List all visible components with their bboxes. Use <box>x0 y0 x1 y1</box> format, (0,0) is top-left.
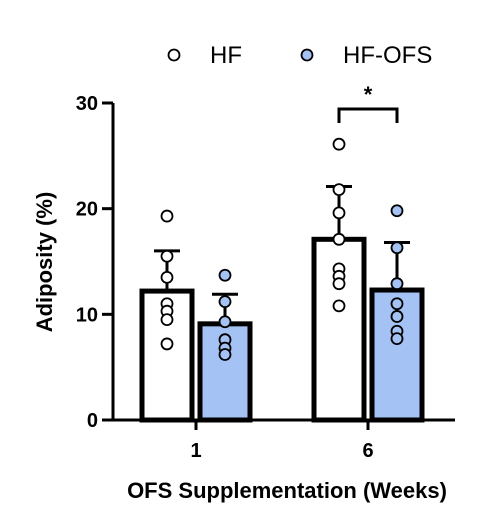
data-point <box>218 295 232 309</box>
x-axis-title: OFS Supplementation (Weeks) <box>127 478 447 503</box>
y-tick-label: 10 <box>76 304 98 326</box>
significance-annotations: * <box>337 82 399 123</box>
legend-marker-hf-ofs <box>300 48 314 62</box>
data-point <box>218 315 232 329</box>
data-point <box>160 249 174 263</box>
data-point <box>332 183 346 197</box>
data-point <box>332 232 346 246</box>
significance-bracket <box>337 107 399 123</box>
x-tick-label: 1 <box>190 440 201 462</box>
y-tick-label: 30 <box>76 93 98 115</box>
legend-label-hf-ofs: HF-OFS <box>343 42 432 69</box>
data-point <box>218 348 232 361</box>
data-point <box>390 310 404 323</box>
bars <box>139 236 425 423</box>
data-point <box>390 297 404 311</box>
data-point <box>160 313 174 327</box>
data-point <box>332 299 346 313</box>
y-axis: 0 10 20 30 <box>76 93 115 432</box>
data-point <box>160 337 174 351</box>
data-point <box>390 204 404 218</box>
legend: HF HF-OFS <box>167 42 432 69</box>
data-point <box>390 241 404 255</box>
significance-marker: * <box>364 82 373 107</box>
y-tick-label: 0 <box>87 410 98 432</box>
legend-marker-hf <box>167 48 181 62</box>
data-point <box>160 270 174 284</box>
data-point <box>332 206 346 220</box>
data-point <box>390 332 404 346</box>
data-point <box>390 277 404 291</box>
legend-label-hf: HF <box>210 42 242 69</box>
data-point <box>218 268 232 282</box>
y-axis-title: Adiposity (%) <box>32 192 57 333</box>
data-point <box>332 277 346 291</box>
x-tick-label: 6 <box>362 440 373 462</box>
data-point <box>332 137 346 151</box>
data-points <box>160 137 404 361</box>
y-tick-label: 20 <box>76 199 98 221</box>
data-point <box>160 209 174 223</box>
